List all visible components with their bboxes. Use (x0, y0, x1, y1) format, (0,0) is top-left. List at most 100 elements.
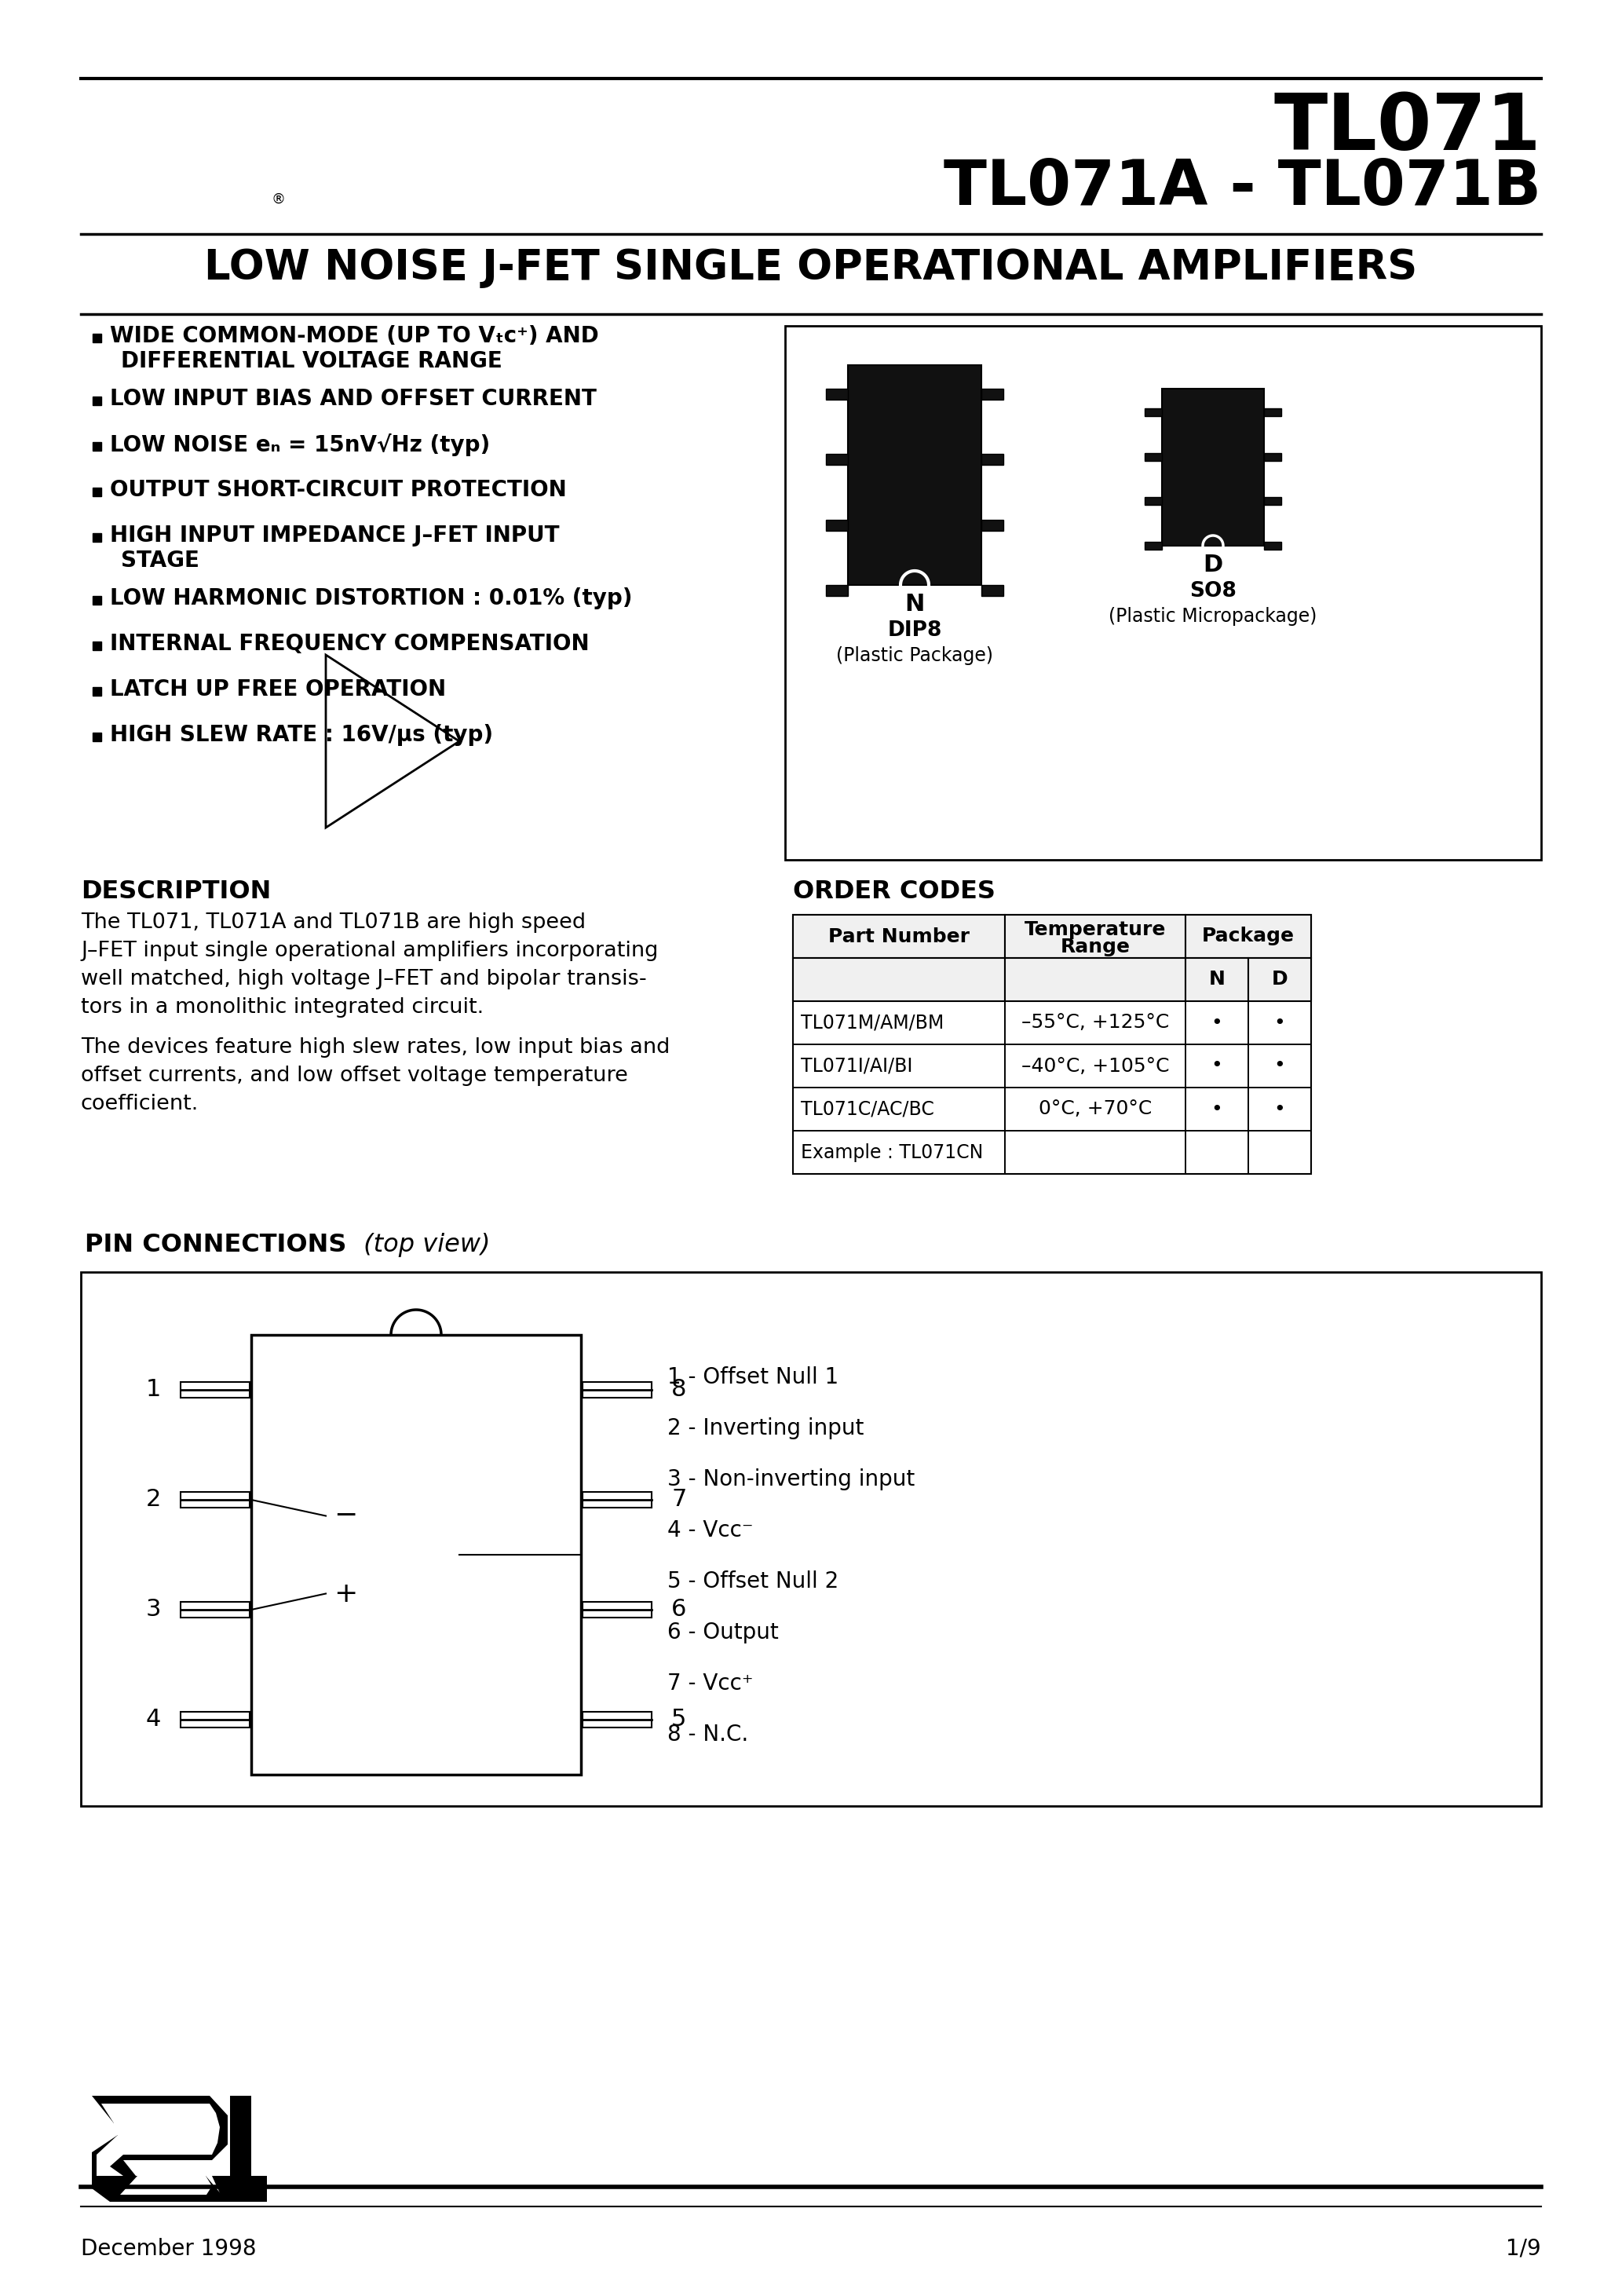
Bar (1264, 452, 1281, 461)
Bar (1006, 1001, 1186, 1045)
Bar (1006, 957, 1186, 1001)
Text: +: + (334, 1580, 357, 1607)
Bar (793, 914, 1311, 1173)
Text: DESCRIPTION: DESCRIPTION (81, 879, 271, 905)
Bar (92, 687, 101, 696)
Bar (793, 957, 1006, 1001)
Text: LOW NOISE J-FET SINGLE OPERATIONAL AMPLIFIERS: LOW NOISE J-FET SINGLE OPERATIONAL AMPLI… (204, 248, 1418, 289)
Text: coefficient.: coefficient. (81, 1093, 200, 1114)
Bar (1249, 1001, 1311, 1045)
Text: LATCH UP FREE OPERATION: LATCH UP FREE OPERATION (110, 677, 446, 700)
Text: STAGE: STAGE (122, 549, 200, 572)
Text: Part Number: Part Number (829, 928, 970, 946)
Polygon shape (120, 2177, 212, 2195)
Text: D: D (1204, 553, 1223, 576)
Bar (785, 326, 1541, 859)
Text: Example : TL071CN: Example : TL071CN (801, 1143, 983, 1162)
Text: LOW INPUT BIAS AND OFFSET CURRENT: LOW INPUT BIAS AND OFFSET CURRENT (110, 388, 597, 411)
Bar (92, 732, 101, 742)
Bar (582, 1382, 652, 1398)
Text: tors in a monolithic integrated circuit.: tors in a monolithic integrated circuit. (81, 996, 483, 1017)
Bar (180, 1382, 250, 1398)
Text: LOW NOISE eₙ = 15nV√Hz (typ): LOW NOISE eₙ = 15nV√Hz (typ) (110, 434, 490, 457)
Text: DIP8: DIP8 (887, 620, 942, 641)
Bar (793, 1088, 1006, 1130)
Bar (1186, 914, 1311, 957)
Bar (1186, 1130, 1249, 1173)
Text: 5 - Offset Null 2: 5 - Offset Null 2 (667, 1570, 839, 1593)
Text: TL071A - TL071B: TL071A - TL071B (944, 156, 1541, 218)
Bar (582, 1603, 652, 1619)
Bar (92, 397, 101, 404)
Text: DIFFERENTIAL VOLTAGE RANGE: DIFFERENTIAL VOLTAGE RANGE (122, 351, 503, 372)
Text: Temperature: Temperature (1025, 921, 1166, 939)
Text: D: D (1272, 971, 1288, 990)
Text: 7 - Vcc⁺: 7 - Vcc⁺ (667, 1671, 753, 1694)
Text: TL071: TL071 (1273, 90, 1541, 168)
Text: (Plastic Package): (Plastic Package) (835, 645, 993, 666)
Text: •: • (1273, 1100, 1286, 1118)
Polygon shape (212, 2096, 268, 2202)
Bar (793, 1130, 1006, 1173)
Bar (1186, 1045, 1249, 1088)
Text: The TL071, TL071A and TL071B are high speed: The TL071, TL071A and TL071B are high sp… (81, 912, 586, 932)
Bar (1186, 1001, 1249, 1045)
Text: 1 - Offset Null 1: 1 - Offset Null 1 (667, 1366, 839, 1389)
Bar (81, 1272, 1541, 1807)
Bar (1186, 957, 1249, 1001)
Text: 3: 3 (146, 1598, 161, 1621)
Text: 4: 4 (146, 1708, 161, 1731)
Bar (1186, 1088, 1249, 1130)
Text: well matched, high voltage J–FET and bipolar transis-: well matched, high voltage J–FET and bip… (81, 969, 647, 990)
Text: Package: Package (1202, 928, 1294, 946)
Bar (180, 1603, 250, 1619)
Bar (981, 388, 1004, 400)
Bar (981, 519, 1004, 530)
Bar (1006, 1130, 1186, 1173)
Text: OUTPUT SHORT-CIRCUIT PROTECTION: OUTPUT SHORT-CIRCUIT PROTECTION (110, 480, 566, 501)
Bar (826, 519, 848, 530)
Bar (1249, 1130, 1311, 1173)
Text: •: • (1273, 1056, 1286, 1075)
Text: •: • (1273, 1013, 1286, 1033)
Text: 6: 6 (672, 1598, 686, 1621)
Text: The devices feature high slew rates, low input bias and: The devices feature high slew rates, low… (81, 1038, 670, 1058)
Text: 6 - Output: 6 - Output (667, 1621, 779, 1644)
Bar (251, 1334, 581, 1775)
Text: N: N (905, 592, 925, 615)
Bar (1264, 542, 1281, 549)
Bar (1161, 388, 1264, 546)
Bar (180, 1713, 250, 1727)
Text: 2 - Inverting input: 2 - Inverting input (667, 1417, 865, 1440)
Text: offset currents, and low offset voltage temperature: offset currents, and low offset voltage … (81, 1065, 628, 1086)
Bar (92, 533, 101, 542)
Bar (1145, 452, 1161, 461)
Text: 0°C, +70°C: 0°C, +70°C (1038, 1100, 1152, 1118)
Bar (1006, 1045, 1186, 1088)
Text: –55°C, +125°C: –55°C, +125°C (1022, 1013, 1169, 1033)
Text: LOW HARMONIC DISTORTION : 0.01% (typ): LOW HARMONIC DISTORTION : 0.01% (typ) (110, 588, 633, 608)
Bar (92, 641, 101, 650)
Text: HIGH SLEW RATE : 16V/μs (typ): HIGH SLEW RATE : 16V/μs (typ) (110, 723, 493, 746)
Text: 7: 7 (672, 1488, 686, 1511)
Bar (826, 388, 848, 400)
Text: ORDER CODES: ORDER CODES (793, 879, 996, 905)
Text: •: • (1212, 1100, 1223, 1118)
Bar (793, 1045, 1006, 1088)
Bar (1145, 409, 1161, 416)
Bar (92, 441, 101, 450)
Bar (1249, 1088, 1311, 1130)
Bar (1006, 1088, 1186, 1130)
Bar (180, 1492, 250, 1508)
Bar (826, 585, 848, 597)
Bar (1249, 1045, 1311, 1088)
Text: –40°C, +105°C: –40°C, +105°C (1022, 1056, 1169, 1075)
Text: (top view): (top view) (355, 1233, 490, 1258)
Text: N: N (1208, 971, 1225, 990)
Text: •: • (1212, 1056, 1223, 1075)
Bar (1264, 409, 1281, 416)
Bar (1249, 957, 1311, 1001)
Bar (848, 365, 981, 585)
Text: TL071M/AM/BM: TL071M/AM/BM (801, 1013, 944, 1033)
Bar (582, 1492, 652, 1508)
